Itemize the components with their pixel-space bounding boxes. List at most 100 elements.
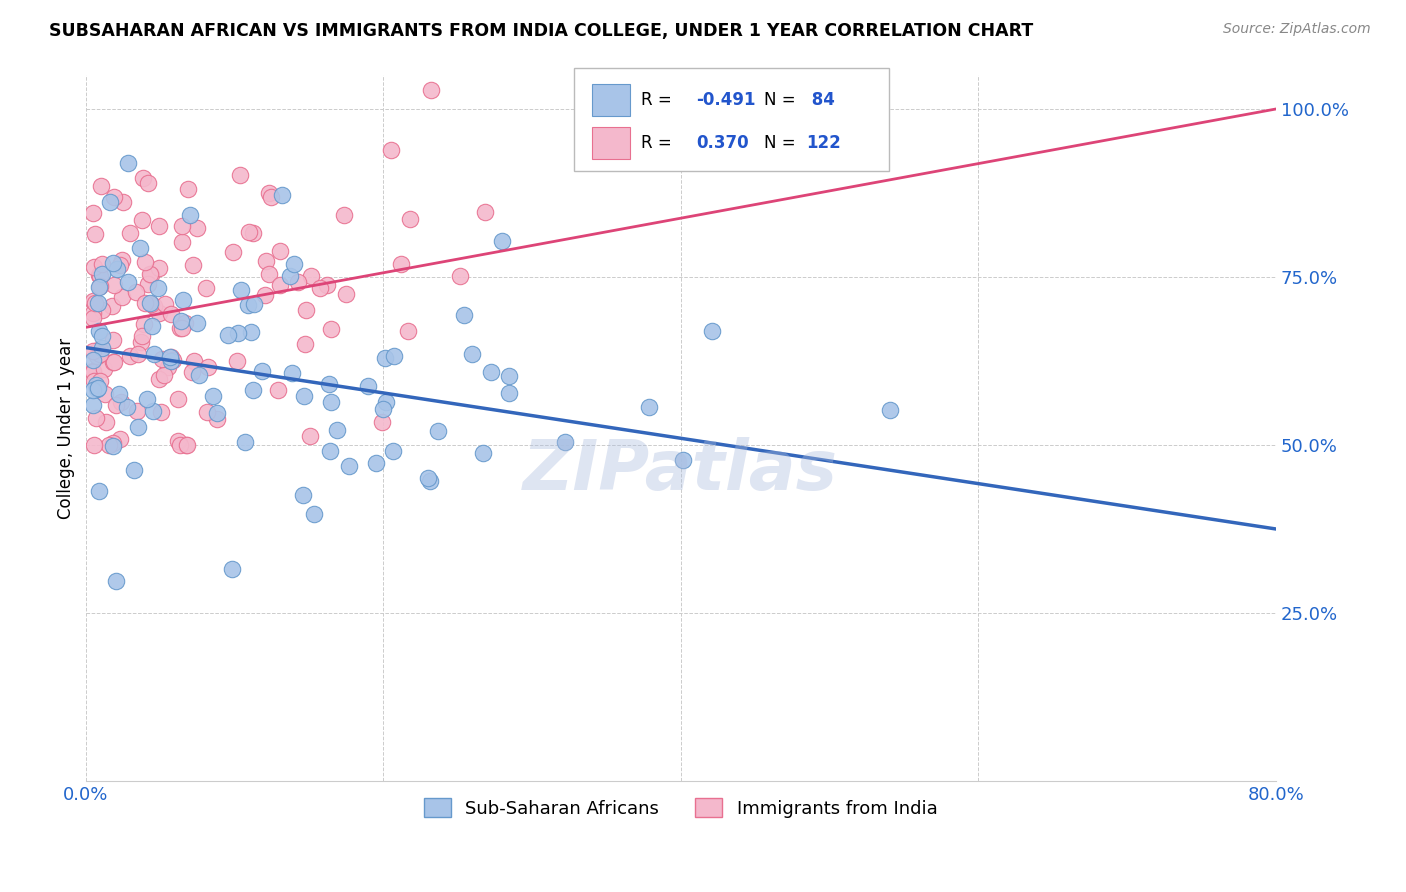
Point <box>554 435 576 450</box>
Text: -0.491: -0.491 <box>696 91 756 109</box>
Point <box>148 372 170 386</box>
FancyBboxPatch shape <box>592 84 630 116</box>
Point <box>82 310 104 325</box>
Point <box>174 438 197 452</box>
Point <box>93 387 115 401</box>
Point <box>287 275 309 289</box>
Point <box>195 405 218 419</box>
Point <box>207 412 229 426</box>
Point <box>98 195 121 210</box>
Point <box>174 316 197 330</box>
Point <box>117 275 139 289</box>
Point <box>90 179 112 194</box>
Point <box>115 401 138 415</box>
Point <box>374 351 396 365</box>
Point <box>129 334 152 349</box>
Point <box>82 398 104 412</box>
Point <box>117 155 139 169</box>
Point <box>108 258 131 272</box>
Point <box>83 227 105 241</box>
Point <box>419 475 441 489</box>
Point <box>103 190 125 204</box>
Point <box>108 432 131 446</box>
Point <box>82 364 104 378</box>
Point <box>134 255 156 269</box>
Point <box>879 402 901 417</box>
Text: 122: 122 <box>806 134 841 152</box>
Point <box>294 302 316 317</box>
Point <box>104 574 127 588</box>
Point <box>321 322 343 336</box>
Point <box>371 401 394 416</box>
Point <box>83 374 105 388</box>
Point <box>83 438 105 452</box>
Point <box>153 368 176 382</box>
Point <box>242 297 264 311</box>
Point <box>316 278 339 293</box>
Point <box>139 296 162 310</box>
Point <box>169 321 191 335</box>
Point <box>82 306 104 320</box>
Point <box>139 268 162 282</box>
Point <box>188 368 211 383</box>
Point <box>131 171 153 186</box>
Point <box>172 235 194 249</box>
Point <box>399 211 422 226</box>
Point <box>176 438 198 452</box>
Point <box>87 483 110 498</box>
FancyBboxPatch shape <box>592 127 630 159</box>
Point <box>186 316 208 330</box>
Point <box>84 378 107 392</box>
Point <box>132 317 155 331</box>
Point <box>233 434 256 449</box>
Point <box>82 293 104 308</box>
Point <box>225 353 247 368</box>
Point <box>294 337 316 351</box>
Point <box>180 365 202 379</box>
Point <box>259 186 281 201</box>
Point <box>94 415 117 429</box>
Point <box>89 279 111 293</box>
Point <box>672 453 695 467</box>
Point <box>127 404 149 418</box>
Point <box>491 235 513 249</box>
Point <box>319 443 342 458</box>
Point <box>380 143 402 157</box>
Point <box>160 354 183 368</box>
Point <box>89 324 111 338</box>
Point <box>460 347 482 361</box>
Point <box>181 258 204 272</box>
Point <box>86 349 108 363</box>
Point <box>217 328 239 343</box>
Point <box>105 262 128 277</box>
Point <box>240 325 263 339</box>
Point <box>179 208 201 222</box>
Point <box>638 400 661 414</box>
Text: R =: R = <box>641 134 678 152</box>
Point <box>91 328 114 343</box>
Point <box>111 195 134 210</box>
Point <box>299 269 322 284</box>
Point <box>159 307 181 321</box>
Point <box>82 343 104 358</box>
Point <box>254 254 277 268</box>
Point <box>111 253 134 268</box>
Point <box>150 405 173 419</box>
Point <box>302 508 325 522</box>
Point <box>91 341 114 355</box>
Point <box>229 168 252 182</box>
Text: 84: 84 <box>806 91 835 109</box>
Point <box>250 364 273 378</box>
Point <box>97 438 120 452</box>
Point <box>127 346 149 360</box>
Point <box>82 365 104 379</box>
Point <box>89 374 111 388</box>
Point <box>91 258 114 272</box>
Point <box>270 187 292 202</box>
Point <box>125 285 148 300</box>
Point <box>326 424 349 438</box>
Point <box>148 260 170 275</box>
Point <box>141 319 163 334</box>
Point <box>222 245 245 260</box>
Point <box>82 353 104 368</box>
